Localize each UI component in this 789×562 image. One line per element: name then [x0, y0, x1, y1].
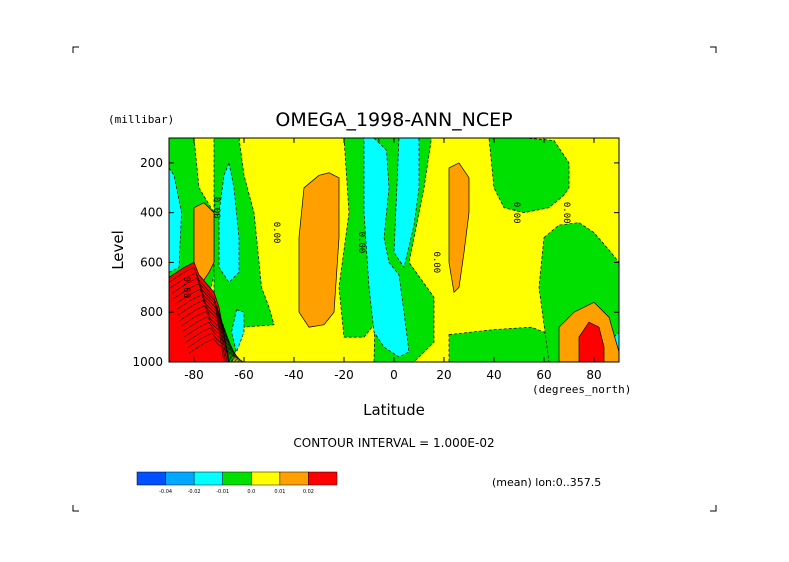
x-tick-label-60: 60 — [536, 368, 551, 382]
polar-contour-line-4 — [173, 283, 229, 362]
y-axis-label: Level — [109, 230, 127, 270]
y-tick-label-200: 200 — [140, 156, 163, 170]
polar-contour-line-7 — [177, 299, 234, 362]
corner-mark-4 — [710, 505, 717, 512]
y-tick-label-600: 600 — [140, 255, 163, 269]
colorbar-level-label-5: 0.01 — [274, 489, 285, 495]
contour-label-1: 0.00 — [211, 197, 221, 219]
contour-label-3: 0.00 — [356, 232, 366, 254]
x-tick-label--80: -80 — [184, 368, 204, 382]
polar-contour-line-14 — [188, 338, 244, 362]
y-tick-label-800: 800 — [140, 305, 163, 319]
contour-label-5: 0.00 — [511, 202, 521, 224]
corner-mark-1 — [72, 46, 79, 53]
contour-region-12 — [363, 138, 410, 358]
contour-label-layer: 0.00 0.00 0.00 0.00 0.00 0.00 0.00 — [181, 197, 571, 298]
contour-region-9 — [169, 167, 182, 273]
chart-title: OMEGA_1998-ANN_NCEP — [275, 109, 512, 131]
colorbar-swatch-1 — [136, 471, 166, 486]
x-tick-label--40: -40 — [284, 368, 304, 382]
y-units-label: (millibar) — [108, 113, 174, 126]
polar-contour-line-10 — [182, 316, 238, 362]
corner-mark-3 — [72, 505, 79, 512]
contour-region-13 — [393, 138, 420, 269]
page-corner-marks — [72, 46, 717, 512]
contour-region-10 — [218, 161, 240, 283]
x-tick-label-40: 40 — [486, 368, 501, 382]
contour-region-11 — [231, 309, 245, 354]
colorbar-swatch-6 — [279, 471, 309, 486]
contour-region-6 — [448, 326, 560, 362]
colorbar-swatch-2 — [165, 471, 195, 486]
contour-label-4: 0.00 — [431, 252, 441, 274]
contour-label-7: 0.00 — [181, 276, 191, 298]
contour-region-20 — [578, 321, 605, 362]
polar-contour-line-6 — [176, 294, 232, 362]
x-axis: -80 -60 -40 -20 0 20 40 60 80 — [184, 138, 602, 382]
contour-region-17 — [448, 162, 470, 294]
x-tick-label--60: -60 — [234, 368, 254, 382]
y-axis: 200 400 600 800 1000 — [132, 156, 619, 369]
colorbar-level-label-2: -0.02 — [188, 489, 201, 495]
polar-contour-line-11 — [183, 321, 240, 362]
colorbar-level-label-3: -0.01 — [216, 489, 229, 495]
x-tick-label-20: 20 — [436, 368, 451, 382]
colorbar-swatch-4 — [222, 471, 252, 486]
x-tick-label-0: 0 — [390, 368, 398, 382]
x-axis-label: Latitude — [363, 401, 425, 419]
polar-contour-line-3 — [171, 277, 228, 362]
y-tick-label-1000: 1000 — [132, 355, 163, 369]
contour-region-16 — [298, 172, 340, 328]
colorbar-level-label-6: 0.02 — [303, 489, 314, 495]
polar-contour-line-13 — [186, 332, 243, 362]
contour-fill-layer — [169, 138, 619, 362]
contour-label-2: 0.00 — [271, 222, 281, 244]
polar-contour-line-12 — [185, 327, 241, 362]
colorbar: -0.04 -0.02 -0.01 0.0 0.01 0.02 — [136, 471, 338, 495]
colorbar-swatch-7 — [308, 471, 338, 486]
colorbar-swatch-3 — [193, 471, 223, 486]
polar-contour-line-2 — [170, 272, 226, 362]
colorbar-level-label-4: 0.0 — [247, 489, 255, 495]
x-units-label: (degrees_north) — [532, 383, 631, 396]
x-tick-label--20: -20 — [334, 368, 354, 382]
x-tick-label-80: 80 — [586, 368, 601, 382]
contour-label-6: 0.00 — [561, 202, 571, 224]
y-tick-label-400: 400 — [140, 206, 163, 220]
contour-interval-text: CONTOUR INTERVAL = 1.000E-02 — [293, 436, 494, 450]
mean-longitude-text: (mean) lon:0..357.5 — [492, 476, 601, 489]
corner-mark-2 — [710, 46, 717, 53]
colorbar-swatch-5 — [251, 471, 281, 486]
colorbar-level-label-1: -0.04 — [159, 489, 172, 495]
